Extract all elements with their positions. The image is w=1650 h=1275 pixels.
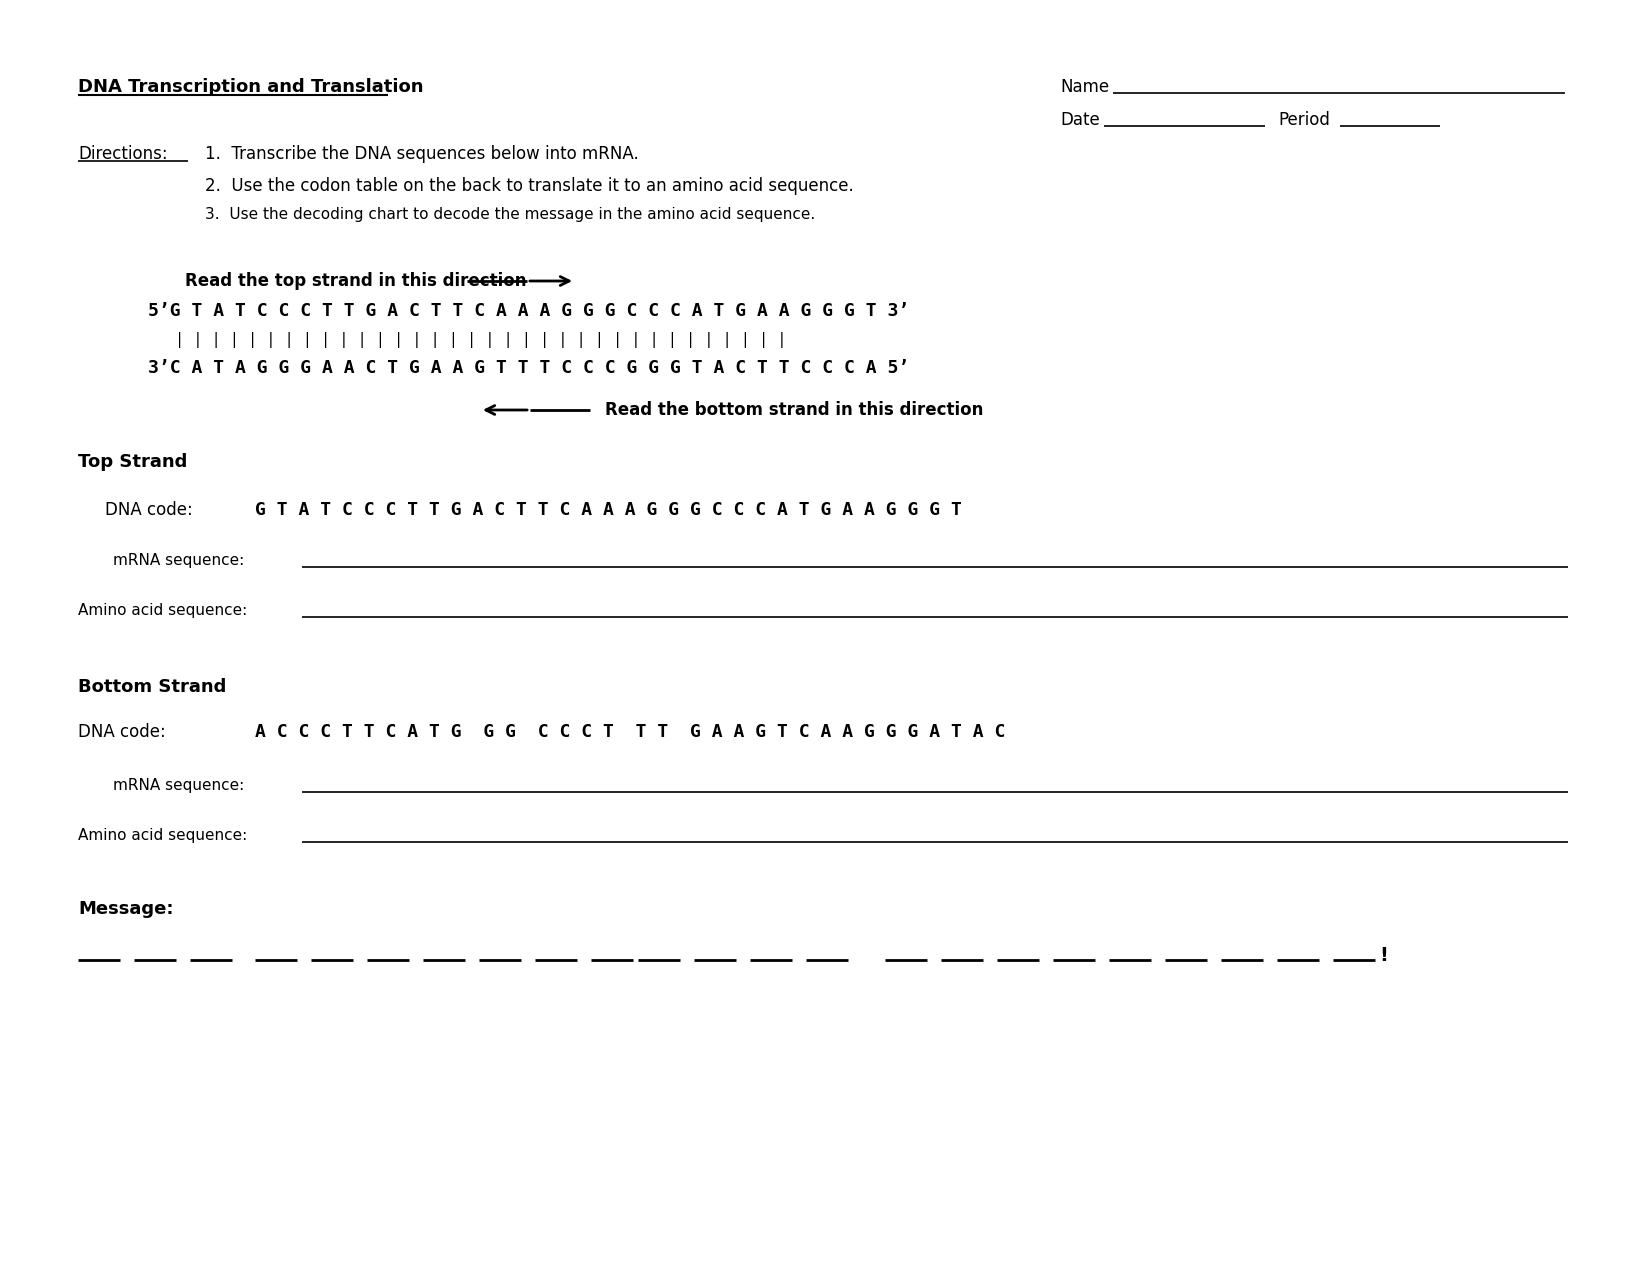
Text: Amino acid sequence:: Amino acid sequence: <box>78 603 248 618</box>
Text: G T A T C C C T T G A C T T C A A A G G G C C C A T G A A G G G T: G T A T C C C T T G A C T T C A A A G G … <box>256 501 962 519</box>
Text: 2.  Use the codon table on the back to translate it to an amino acid sequence.: 2. Use the codon table on the back to tr… <box>205 177 853 195</box>
Text: 5’G T A T C C C T T G A C T T C A A A G G G C C C A T G A A G G G T 3’: 5’G T A T C C C T T G A C T T C A A A G … <box>148 302 909 320</box>
Text: | | | | | | | | | | | | | | | | | | | | | | | | | | | | | | | | | |: | | | | | | | | | | | | | | | | | | | | … <box>175 332 787 348</box>
Text: mRNA sequence:: mRNA sequence: <box>112 553 244 567</box>
Text: Amino acid sequence:: Amino acid sequence: <box>78 827 248 843</box>
Text: mRNA sequence:: mRNA sequence: <box>112 778 244 793</box>
Text: Read the bottom strand in this direction: Read the bottom strand in this direction <box>606 402 983 419</box>
Text: Message:: Message: <box>78 900 173 918</box>
Text: 3.  Use the decoding chart to decode the message in the amino acid sequence.: 3. Use the decoding chart to decode the … <box>205 207 815 222</box>
Text: Read the top strand in this direction: Read the top strand in this direction <box>185 272 526 289</box>
Text: DNA code:: DNA code: <box>78 723 165 741</box>
Text: Name: Name <box>1059 78 1109 96</box>
Text: !: ! <box>1379 946 1388 965</box>
Text: DNA code:: DNA code: <box>106 501 193 519</box>
Text: 1.  Transcribe the DNA sequences below into mRNA.: 1. Transcribe the DNA sequences below in… <box>205 145 639 163</box>
Text: Bottom Strand: Bottom Strand <box>78 678 226 696</box>
Text: Directions:: Directions: <box>78 145 168 163</box>
Text: DNA Transcription and Translation: DNA Transcription and Translation <box>78 78 424 96</box>
Text: Top Strand: Top Strand <box>78 453 188 470</box>
Text: A C C C T T C A T G  G G  C C C T  T T  G A A G T C A A G G G A T A C: A C C C T T C A T G G G C C C T T T G A … <box>256 723 1005 741</box>
Text: 3’C A T A G G G A A C T G A A G T T T C C C G G G T A C T T C C C A 5’: 3’C A T A G G G A A C T G A A G T T T C … <box>148 360 909 377</box>
Text: Date: Date <box>1059 111 1101 129</box>
Text: Period: Period <box>1279 111 1330 129</box>
